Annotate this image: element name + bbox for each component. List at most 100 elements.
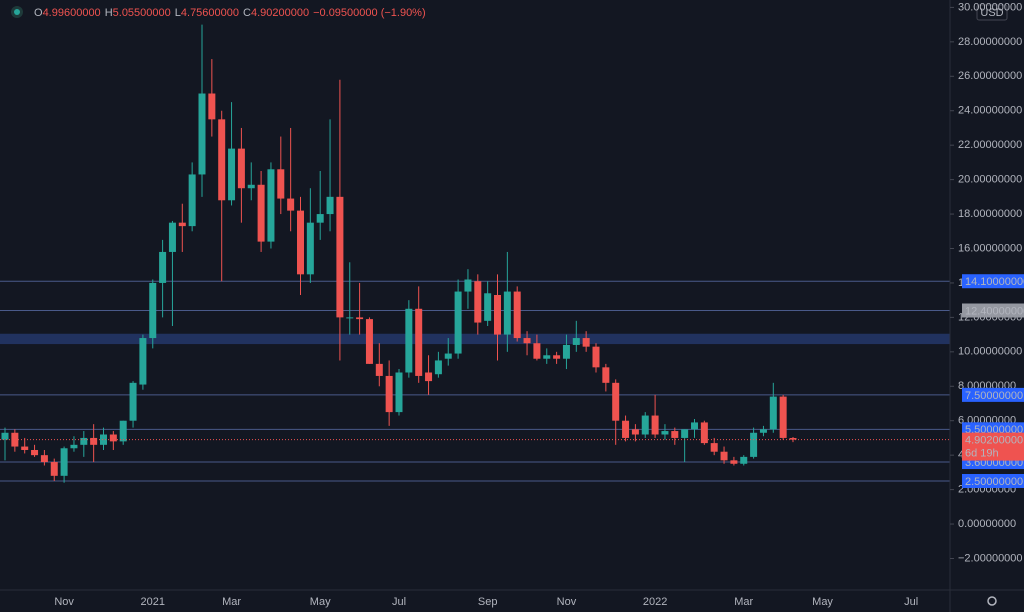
candle-body bbox=[297, 210, 304, 275]
level-label-box bbox=[962, 387, 1024, 402]
legend-value: 4.90200000 bbox=[251, 7, 309, 19]
candle-body bbox=[681, 429, 689, 438]
last-price-box bbox=[962, 432, 1024, 461]
candle-body bbox=[247, 184, 255, 189]
candle-body bbox=[730, 460, 738, 464]
candle-body bbox=[750, 432, 758, 457]
candle-body bbox=[267, 169, 275, 242]
y-tick-label: 20.00000000 bbox=[958, 174, 1022, 186]
candle-body bbox=[356, 317, 364, 320]
candle-body bbox=[70, 444, 78, 449]
candle-body bbox=[100, 434, 107, 445]
candle-body bbox=[336, 196, 344, 318]
candle-body bbox=[612, 382, 620, 421]
candle-body bbox=[188, 174, 196, 227]
y-tick-label: 16.00000000 bbox=[958, 242, 1022, 254]
candle-body bbox=[40, 455, 48, 463]
y-tick-label: 0.00000000 bbox=[958, 518, 1016, 530]
x-tick-label: Mar bbox=[222, 596, 241, 608]
y-tick-label: 22.00000000 bbox=[958, 139, 1022, 151]
candle-body bbox=[218, 119, 226, 201]
currency-button[interactable]: USD bbox=[976, 4, 1008, 21]
candle-body bbox=[572, 338, 580, 345]
candle-body bbox=[50, 462, 58, 476]
candle-body bbox=[90, 437, 98, 445]
x-tick-label: May bbox=[310, 596, 331, 608]
y-tick-label: 26.00000000 bbox=[958, 70, 1022, 82]
candle-body bbox=[513, 291, 521, 339]
legend-key: H bbox=[105, 7, 113, 19]
candle-body bbox=[139, 338, 147, 385]
candle-body bbox=[769, 396, 777, 430]
candle-body bbox=[415, 308, 423, 376]
x-tick-label: Nov bbox=[557, 596, 577, 608]
candle-body bbox=[228, 148, 236, 201]
y-tick-label: 28.00000000 bbox=[958, 36, 1022, 48]
candle-body bbox=[346, 317, 354, 319]
x-tick-label: Mar bbox=[734, 596, 753, 608]
level-label-box bbox=[962, 274, 1024, 289]
x-tick-label: 2021 bbox=[141, 596, 165, 608]
candle-body bbox=[257, 184, 265, 242]
legend-value: 4.75600000 bbox=[181, 7, 239, 19]
candle-body bbox=[385, 375, 393, 413]
candle-body bbox=[31, 449, 39, 456]
candle-body bbox=[1, 432, 9, 440]
level-label: 14.10000000 bbox=[965, 276, 1024, 288]
y-tick-label: −2.00000000 bbox=[958, 552, 1023, 564]
last-price-label: 4.90200000 bbox=[965, 435, 1023, 447]
candle-body bbox=[691, 422, 698, 430]
candle-body bbox=[425, 372, 433, 382]
level-label: 7.50000000 bbox=[965, 390, 1023, 402]
candle-body bbox=[444, 353, 452, 359]
candle-body bbox=[109, 434, 117, 442]
candle-body bbox=[503, 291, 511, 335]
legend-value: 5.05500000 bbox=[113, 7, 171, 19]
candle-body bbox=[287, 198, 295, 211]
candle-body bbox=[326, 196, 334, 215]
x-tick-label: Nov bbox=[54, 596, 74, 608]
candle-body bbox=[651, 415, 659, 435]
candle-body bbox=[159, 251, 167, 283]
x-tick-label: Jul bbox=[392, 596, 406, 608]
candle-body bbox=[149, 282, 157, 339]
candle-body bbox=[316, 214, 324, 223]
candle-body bbox=[720, 451, 728, 461]
candle-body bbox=[582, 338, 590, 347]
candle-body bbox=[661, 431, 669, 435]
candle-body bbox=[277, 169, 285, 199]
candle-body bbox=[375, 363, 383, 376]
candle-body bbox=[710, 443, 718, 452]
candle-body bbox=[60, 448, 68, 476]
ohlc-legend: O4.99600000 H5.05500000 L4.75600000 C4.9020… bbox=[11, 6, 426, 19]
y-tick-label: 30.00000000 bbox=[958, 1, 1022, 13]
candle-body bbox=[119, 420, 127, 442]
candle-body bbox=[592, 346, 600, 368]
x-tick-label: Jul bbox=[904, 596, 918, 608]
currency-label[interactable]: USD bbox=[980, 7, 1003, 19]
plot-area bbox=[0, 24, 950, 483]
settings-icon[interactable] bbox=[987, 596, 997, 606]
countdown-label: 6d 19h bbox=[965, 448, 999, 460]
candle-body bbox=[365, 319, 373, 364]
settings-button[interactable] bbox=[987, 596, 997, 606]
y-tick-label: 10.00000000 bbox=[958, 346, 1022, 358]
candle-body bbox=[405, 308, 413, 373]
legend-value: 4.99600000 bbox=[43, 7, 101, 19]
level-label: 2.50000000 bbox=[965, 476, 1023, 488]
candle-body bbox=[11, 432, 19, 447]
candle-body bbox=[434, 360, 442, 375]
candle-body bbox=[474, 281, 482, 323]
candle-body bbox=[562, 344, 570, 359]
candle-body bbox=[622, 420, 630, 438]
candle-body bbox=[740, 456, 748, 464]
candle-body bbox=[454, 291, 462, 354]
currency-box[interactable] bbox=[976, 4, 1008, 21]
y-tick-label: 18.00000000 bbox=[958, 208, 1022, 220]
x-tick-label: 2022 bbox=[643, 596, 667, 608]
status-dot bbox=[14, 9, 20, 15]
candle-body bbox=[21, 446, 29, 450]
candle-body bbox=[700, 422, 708, 444]
candle-body bbox=[178, 222, 186, 227]
candle-body bbox=[484, 293, 492, 321]
